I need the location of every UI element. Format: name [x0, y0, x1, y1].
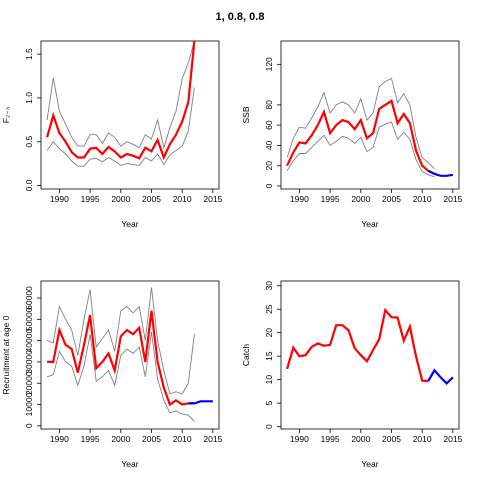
x-tick-label: 2015	[443, 194, 462, 204]
x-tick-label: 1990	[290, 194, 309, 204]
y-tick-label: 30000	[24, 350, 34, 374]
y-tick-label: 120	[264, 57, 274, 71]
panels: 1990 1995 2000 2005 2010 20150.00.51.01.5Year…	[1, 40, 463, 469]
series-estimate	[46, 41, 196, 161]
x-tick-label: 1995	[81, 194, 100, 204]
y-tick-label: 20	[264, 161, 274, 171]
y-axis-label: F₂₋₃	[1, 107, 11, 123]
x-tick-label: 1990	[50, 194, 69, 204]
plot-frame	[280, 280, 460, 430]
y-tick-label: 0.5	[24, 136, 34, 148]
series-estimate	[47, 310, 195, 407]
x-tick-label: 2010	[413, 434, 432, 444]
x-tick-label: 2005	[142, 434, 161, 444]
panel-recruitment: 1990 1995 2000 2005 2010 2015 0 100002000030000…	[1, 280, 223, 469]
series-lower	[46, 87, 195, 167]
series-upper	[46, 41, 195, 150]
y-axis-label: Recruitment at age 0	[1, 315, 11, 394]
x-tick-label: 2000	[351, 194, 370, 204]
x-axis-label: Year	[361, 459, 378, 469]
y-tick-label: 1.0	[24, 92, 34, 104]
series-projection	[427, 368, 454, 385]
y-tick-label: 50000	[24, 307, 34, 331]
x-tick-label: 2015	[203, 434, 222, 444]
panel-ssb: 1990 1995 2000 2005 2010 2015 0 20 40 60 80 120 Year…	[241, 40, 463, 229]
y-tick-label: 0.0	[24, 179, 34, 191]
x-axis-label: Year	[121, 219, 138, 229]
y-tick-label: 10	[264, 375, 274, 385]
y-tick-label: 0	[264, 183, 274, 188]
plot-frame	[40, 40, 220, 190]
figure-title: 1, 0.8, 0.8	[216, 11, 265, 23]
x-tick-label: 2005	[382, 434, 401, 444]
x-tick-label: 2005	[382, 194, 401, 204]
y-tick-label: 30	[264, 281, 274, 291]
x-tick-label: 1990	[290, 434, 309, 444]
x-tick-label: 1995	[81, 434, 100, 444]
y-tick-label: 0	[24, 423, 34, 428]
x-tick-label: 2000	[351, 434, 370, 444]
y-tick-label: 1.5	[24, 48, 34, 60]
panel-catch: 1990 1995 2000 2005 2010 2015 0 5 10 15 20 25 30 Year…	[241, 280, 463, 469]
y-tick-label: 25	[264, 304, 274, 314]
x-tick-label: 1995	[321, 194, 340, 204]
series-estimate	[286, 99, 435, 175]
series-upper	[286, 77, 435, 170]
y-tick-label: 40	[264, 140, 274, 150]
plot-frame	[40, 280, 220, 430]
x-tick-label: 1990	[50, 434, 69, 444]
y-tick-label: 80	[264, 100, 274, 110]
series-lower	[46, 332, 195, 422]
plot-frame	[280, 40, 460, 190]
y-axis-label: SSB	[241, 106, 251, 123]
y-tick-label: 20000	[24, 371, 34, 395]
series-projection	[427, 169, 454, 177]
x-tick-label: 2010	[173, 194, 192, 204]
y-tick-label: 60000	[24, 286, 34, 310]
y-axis-label: Catch	[241, 344, 251, 366]
x-axis-label: Year	[361, 219, 378, 229]
y-tick-label: 60	[264, 120, 274, 130]
y-tick-label: 10000	[24, 392, 34, 416]
y-tick-label: 5	[264, 401, 274, 406]
x-tick-label: 2005	[142, 194, 161, 204]
y-tick-label: 15	[264, 351, 274, 361]
panel-f: 1990 1995 2000 2005 2010 2015 0.0 0.5 1.0 1.5 Year…	[1, 40, 223, 229]
series-lower	[286, 121, 435, 178]
y-tick-label: 20	[264, 328, 274, 338]
series-projection	[188, 400, 213, 405]
y-tick-label: 40000	[24, 329, 34, 353]
x-tick-label: 1995	[321, 434, 340, 444]
series-upper	[46, 287, 195, 395]
x-tick-label: 2000	[111, 434, 130, 444]
x-tick-label: 2000	[111, 194, 130, 204]
x-axis-label: Year	[121, 459, 138, 469]
x-tick-label: 2010	[413, 194, 432, 204]
x-tick-label: 2015	[443, 434, 462, 444]
x-tick-label: 2015	[203, 194, 222, 204]
series-estimate	[286, 307, 429, 383]
x-tick-label: 2010	[173, 434, 192, 444]
y-tick-label: 0	[264, 424, 274, 429]
